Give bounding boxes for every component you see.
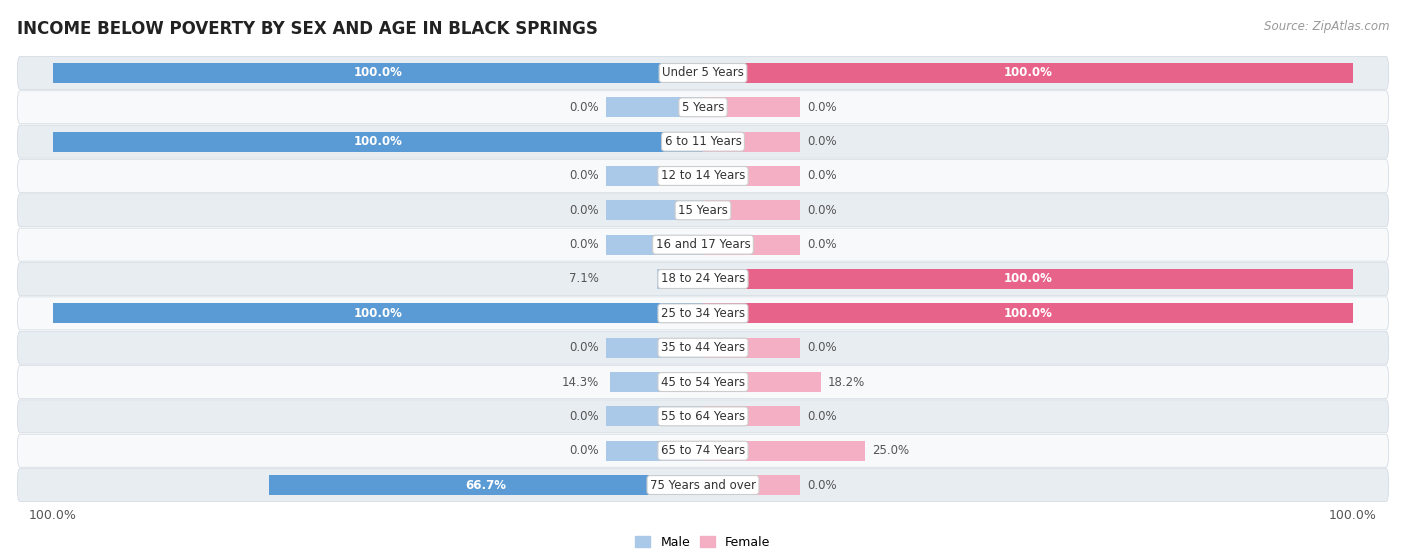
Text: Under 5 Years: Under 5 Years [662, 66, 744, 79]
Bar [53, 132, 703, 152]
Text: 0.0%: 0.0% [569, 444, 599, 457]
Text: 0.0%: 0.0% [807, 170, 837, 182]
Text: 0.0%: 0.0% [569, 101, 599, 114]
FancyBboxPatch shape [17, 469, 1389, 502]
Text: 100.0%: 100.0% [353, 135, 402, 148]
Bar [703, 304, 1353, 323]
Legend: Male, Female: Male, Female [630, 531, 776, 554]
Bar [703, 63, 1353, 83]
FancyBboxPatch shape [17, 160, 1389, 193]
Bar [703, 269, 1353, 289]
Text: 12 to 14 Years: 12 to 14 Years [661, 170, 745, 182]
Text: 100.0%: 100.0% [353, 66, 402, 79]
Bar [657, 269, 703, 289]
Text: 0.0%: 0.0% [807, 410, 837, 423]
Bar [703, 406, 800, 426]
Bar [703, 235, 800, 254]
Bar [703, 475, 800, 495]
Bar [606, 200, 703, 220]
FancyBboxPatch shape [17, 56, 1389, 89]
Bar [703, 338, 800, 358]
Bar [53, 63, 703, 83]
FancyBboxPatch shape [17, 194, 1389, 227]
Bar [703, 372, 821, 392]
Text: 55 to 64 Years: 55 to 64 Years [661, 410, 745, 423]
FancyBboxPatch shape [17, 400, 1389, 433]
FancyBboxPatch shape [17, 434, 1389, 467]
Text: 100.0%: 100.0% [1004, 66, 1053, 79]
Bar [53, 304, 703, 323]
Text: 25 to 34 Years: 25 to 34 Years [661, 307, 745, 320]
Text: 0.0%: 0.0% [569, 341, 599, 354]
Text: 0.0%: 0.0% [569, 410, 599, 423]
Text: 100.0%: 100.0% [353, 307, 402, 320]
Text: 0.0%: 0.0% [569, 170, 599, 182]
Text: 0.0%: 0.0% [807, 479, 837, 492]
Bar [606, 97, 703, 117]
Bar [703, 132, 800, 152]
Text: 0.0%: 0.0% [807, 341, 837, 354]
Text: 16 and 17 Years: 16 and 17 Years [655, 238, 751, 251]
Text: 25.0%: 25.0% [872, 444, 910, 457]
Text: 0.0%: 0.0% [569, 238, 599, 251]
Text: 75 Years and over: 75 Years and over [650, 479, 756, 492]
FancyBboxPatch shape [17, 262, 1389, 296]
Text: 5 Years: 5 Years [682, 101, 724, 114]
Bar [606, 235, 703, 254]
FancyBboxPatch shape [17, 297, 1389, 330]
FancyBboxPatch shape [17, 91, 1389, 124]
Text: 0.0%: 0.0% [807, 135, 837, 148]
Text: 0.0%: 0.0% [807, 238, 837, 251]
Bar [606, 338, 703, 358]
Text: 14.3%: 14.3% [562, 376, 599, 388]
Text: 18 to 24 Years: 18 to 24 Years [661, 272, 745, 286]
Text: 0.0%: 0.0% [569, 204, 599, 217]
Text: 15 Years: 15 Years [678, 204, 728, 217]
Text: 65 to 74 Years: 65 to 74 Years [661, 444, 745, 457]
Text: INCOME BELOW POVERTY BY SEX AND AGE IN BLACK SPRINGS: INCOME BELOW POVERTY BY SEX AND AGE IN B… [17, 20, 598, 37]
FancyBboxPatch shape [17, 125, 1389, 158]
FancyBboxPatch shape [17, 228, 1389, 261]
Text: 100.0%: 100.0% [1004, 272, 1053, 286]
FancyBboxPatch shape [17, 365, 1389, 398]
Text: 0.0%: 0.0% [807, 204, 837, 217]
Text: 66.7%: 66.7% [465, 479, 506, 492]
Bar [703, 97, 800, 117]
Bar [270, 475, 703, 495]
Bar [606, 166, 703, 186]
Text: 7.1%: 7.1% [569, 272, 599, 286]
Bar [606, 441, 703, 461]
Bar [610, 372, 703, 392]
Text: 0.0%: 0.0% [807, 101, 837, 114]
Text: Source: ZipAtlas.com: Source: ZipAtlas.com [1264, 20, 1389, 32]
Text: 35 to 44 Years: 35 to 44 Years [661, 341, 745, 354]
Text: 45 to 54 Years: 45 to 54 Years [661, 376, 745, 388]
Bar [703, 166, 800, 186]
Bar [703, 441, 866, 461]
FancyBboxPatch shape [17, 331, 1389, 364]
Text: 6 to 11 Years: 6 to 11 Years [665, 135, 741, 148]
Bar [606, 406, 703, 426]
Bar [703, 200, 800, 220]
Text: 18.2%: 18.2% [828, 376, 865, 388]
Text: 100.0%: 100.0% [1004, 307, 1053, 320]
